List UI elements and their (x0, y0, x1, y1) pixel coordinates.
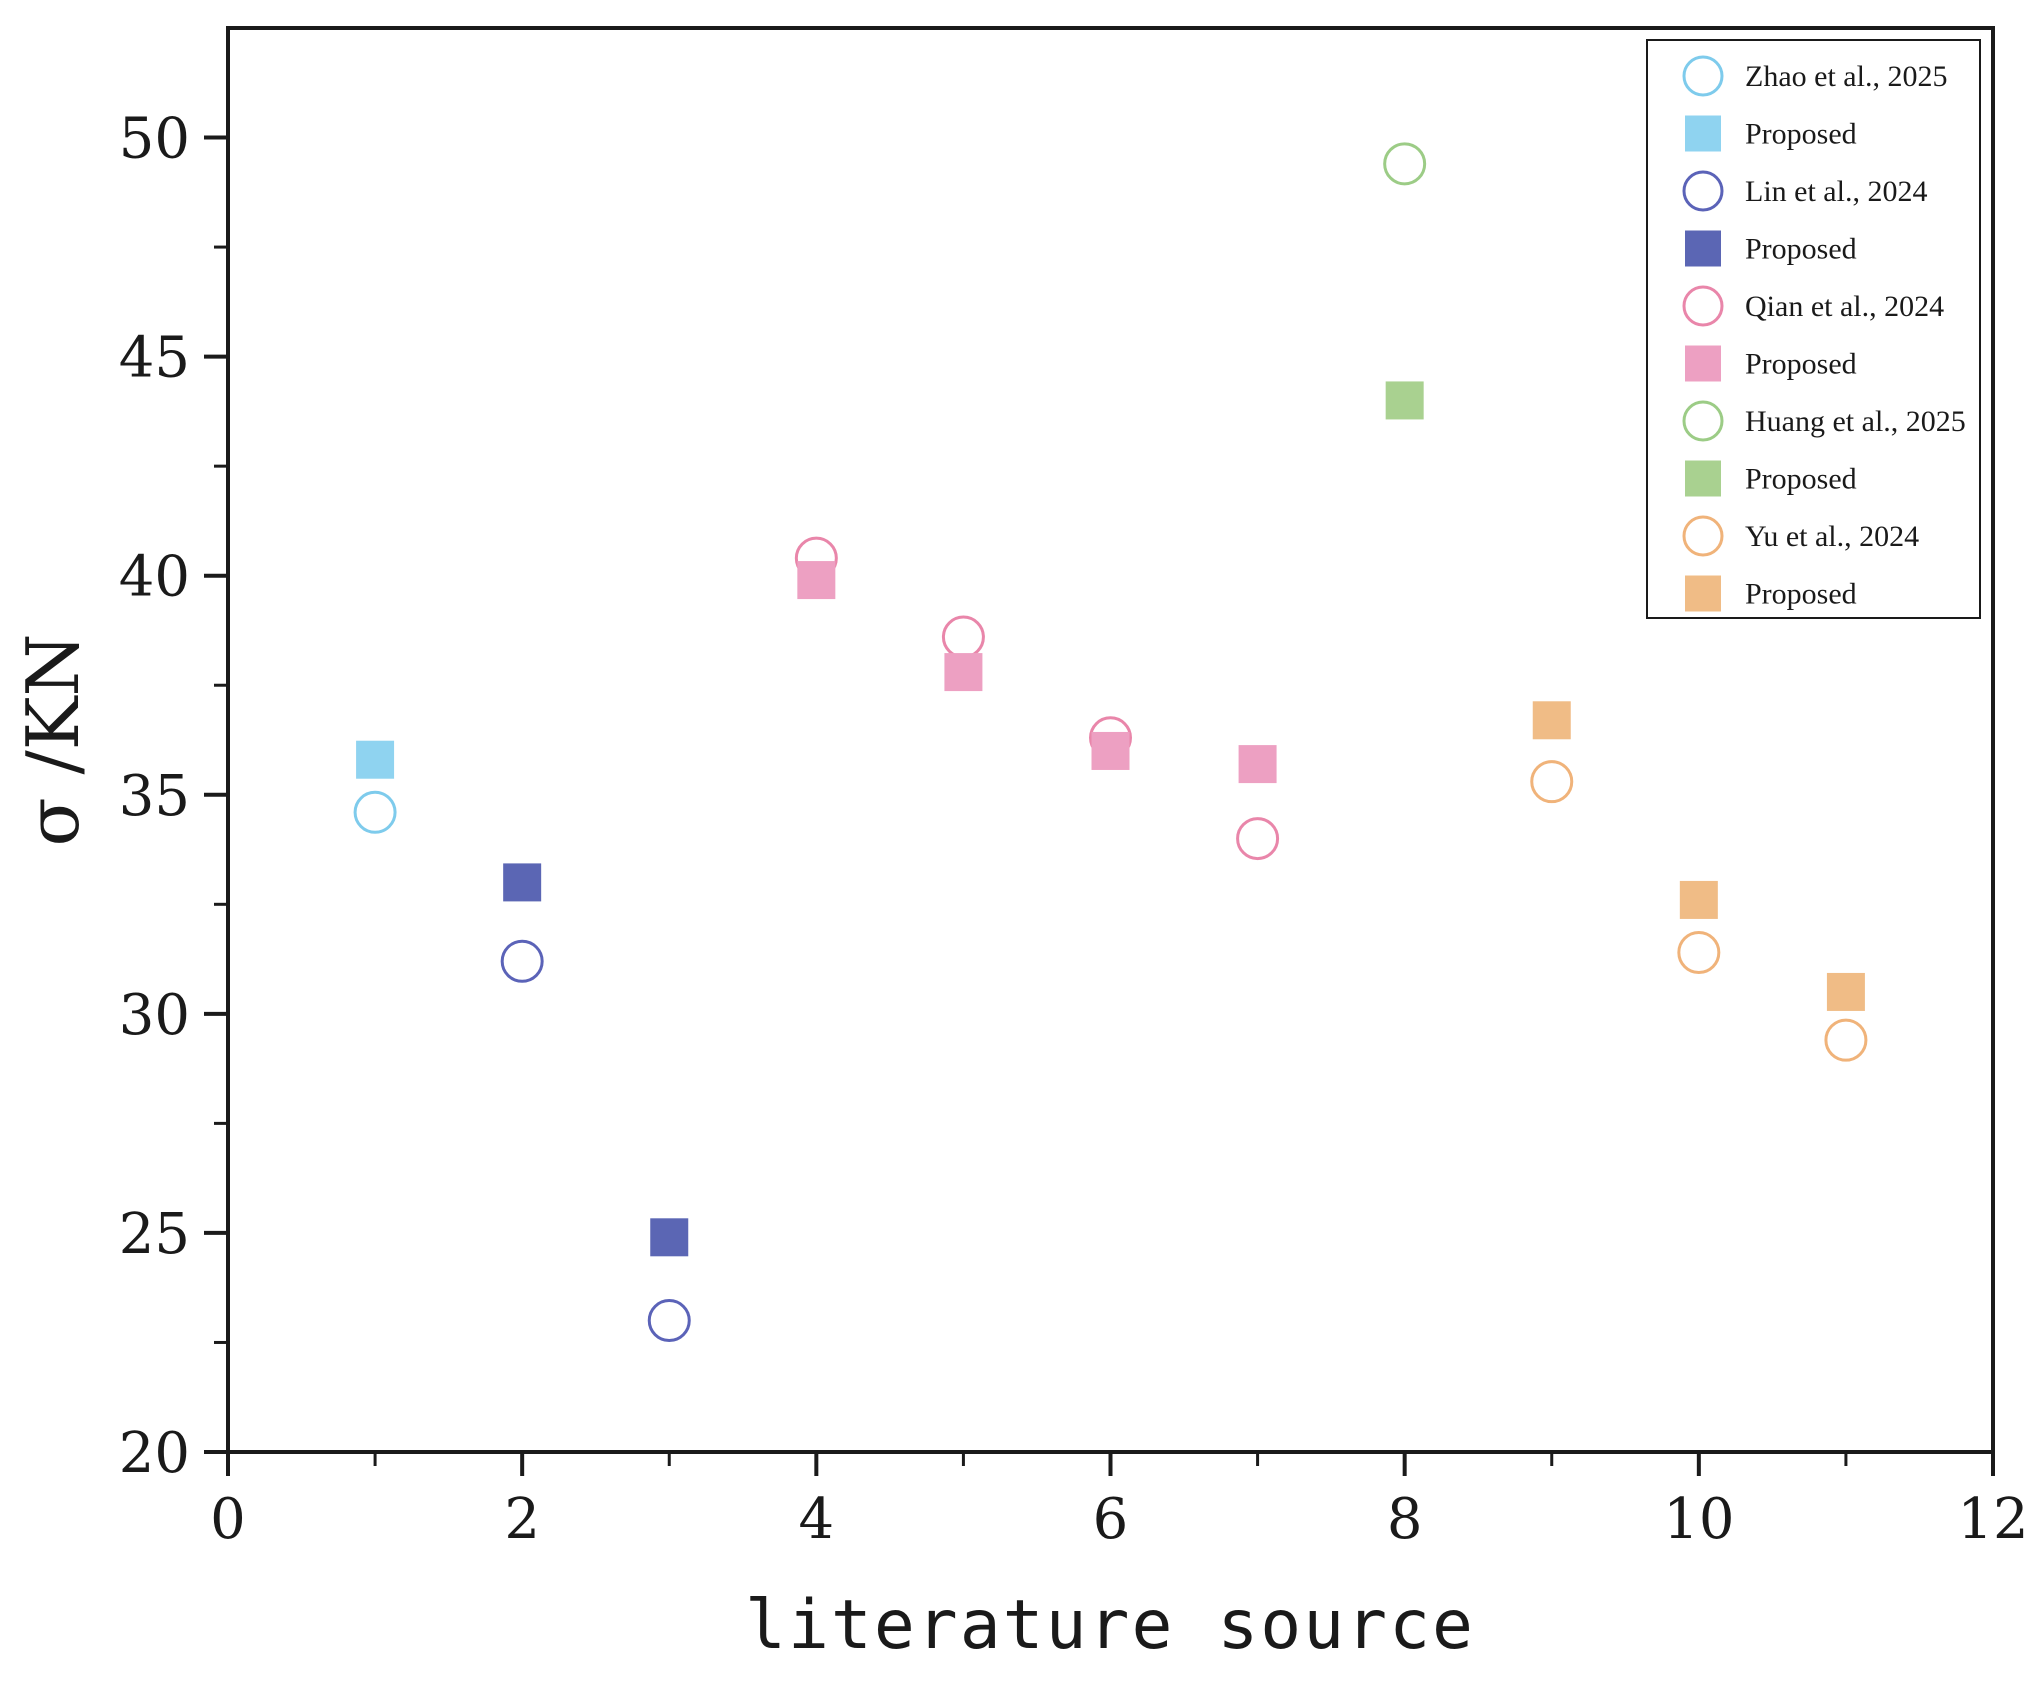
legend-square-marker (1685, 460, 1721, 497)
legend-item: Qian et al., 2024 (1682, 285, 1944, 327)
x-tick-label: 6 (1093, 1487, 1129, 1552)
x-tick-label: 4 (799, 1487, 835, 1552)
legend-item: Proposed (1685, 115, 1857, 152)
y-tick-label: 30 (119, 983, 190, 1048)
legend-label: Proposed (1745, 578, 1857, 611)
legend-label: Proposed (1745, 463, 1857, 496)
legend-circle-marker (1682, 285, 1724, 327)
legend-circle-marker (1682, 55, 1724, 97)
y-axis-title: σ /KN (11, 633, 95, 846)
legend-items: Zhao et al., 2025 Proposed Lin et al., 202… (1682, 55, 1966, 612)
data-point-circle (1383, 142, 1427, 186)
x-tick-label: 10 (1663, 1487, 1734, 1552)
legend-label: Lin et al., 2024 (1745, 175, 1927, 208)
data-point-square (1091, 731, 1130, 770)
data-point-square (356, 740, 395, 779)
y-tick-label: 40 (119, 545, 190, 610)
data-point-square (503, 863, 542, 902)
data-point-square (1385, 381, 1424, 420)
data-point-square (944, 653, 983, 692)
data-point-square (1238, 745, 1277, 784)
legend-label: Yu et al., 2024 (1745, 520, 1919, 553)
data-point-circle (647, 1299, 691, 1343)
legend-item: Proposed (1685, 460, 1857, 497)
y-tick-label: 50 (119, 107, 190, 172)
y-tick-label: 20 (119, 1421, 190, 1486)
y-tick-label: 25 (119, 1202, 190, 1267)
data-point-circle (1530, 760, 1574, 804)
legend-circle-marker (1682, 515, 1724, 557)
legend-square-marker (1685, 575, 1721, 612)
data-marks (353, 142, 1868, 1343)
legend-label: Qian et al., 2024 (1745, 290, 1944, 323)
data-point-square (797, 561, 836, 600)
x-tick-label: 0 (210, 1487, 246, 1552)
data-point-square (1532, 701, 1571, 740)
data-point-square (1826, 972, 1865, 1011)
x-tick-label: 8 (1387, 1487, 1423, 1552)
legend-item: Proposed (1685, 345, 1857, 382)
data-point-square (1679, 880, 1718, 919)
x-tick-label: 12 (1957, 1487, 2028, 1552)
x-tick-label: 2 (504, 1487, 540, 1552)
x-axis-title: literature source (745, 1586, 1475, 1665)
legend-label: Huang et al., 2025 (1745, 405, 1966, 438)
legend-item: Yu et al., 2024 (1682, 515, 1919, 557)
legend-item: Zhao et al., 2025 (1682, 55, 1947, 97)
legend-label: Zhao et al., 2025 (1745, 60, 1947, 93)
legend-square-marker (1685, 230, 1721, 267)
data-point-circle (353, 790, 397, 834)
axis-tick-labels: 0 2 4 6 8 10 12 20 25 30 35 40 45 50 (119, 107, 2029, 1552)
legend-square-marker (1685, 115, 1721, 152)
legend-circle-marker (1682, 400, 1724, 442)
legend-item: Huang et al., 2025 (1682, 400, 1966, 442)
legend-label: Proposed (1745, 348, 1857, 381)
data-point-circle (1236, 817, 1280, 861)
legend-square-marker (1685, 345, 1721, 382)
y-tick-label: 45 (119, 326, 190, 391)
axis-ticks (204, 135, 1995, 1476)
legend-label: Proposed (1745, 233, 1857, 266)
data-point-circle (941, 615, 985, 659)
legend-item: Proposed (1685, 575, 1857, 612)
legend-item: Lin et al., 2024 (1682, 170, 1927, 212)
data-point-square (650, 1218, 689, 1257)
legend-label: Proposed (1745, 118, 1857, 151)
legend-item: Proposed (1685, 230, 1857, 267)
data-point-circle (1677, 931, 1721, 975)
legend-circle-marker (1682, 170, 1724, 212)
data-point-circle (1824, 1018, 1868, 1062)
data-point-circle (500, 939, 544, 983)
legend: Zhao et al., 2025 Proposed Lin et al., 202… (1646, 39, 1981, 619)
y-tick-label: 35 (119, 764, 190, 829)
